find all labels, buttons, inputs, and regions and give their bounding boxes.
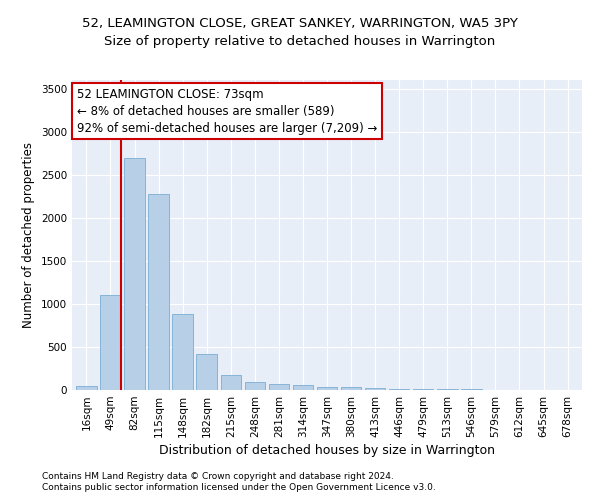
Y-axis label: Number of detached properties: Number of detached properties (22, 142, 35, 328)
Bar (76, 386, 97, 390)
Text: 52, LEAMINGTON CLOSE, GREAT SANKEY, WARRINGTON, WA5 3PY: 52, LEAMINGTON CLOSE, GREAT SANKEY, WARR… (82, 18, 518, 30)
Bar (365, 388, 385, 390)
Bar (389, 388, 409, 390)
Text: 52 LEAMINGTON CLOSE: 73sqm
← 8% of detached houses are smaller (589)
92% of semi: 52 LEAMINGTON CLOSE: 73sqm ← 8% of detac… (77, 88, 377, 134)
Bar (124, 158, 145, 390)
Bar (148, 194, 169, 390)
Bar (196, 354, 217, 390)
X-axis label: Distribution of detached houses by size in Warrington: Distribution of detached houses by size … (159, 444, 495, 457)
Text: Contains public sector information licensed under the Open Government Licence v3: Contains public sector information licen… (42, 484, 436, 492)
Bar (221, 376, 241, 390)
Bar (100, 296, 121, 390)
Bar (269, 384, 289, 390)
Text: Contains HM Land Registry data © Crown copyright and database right 2024.: Contains HM Land Registry data © Crown c… (42, 472, 394, 481)
Text: Size of property relative to detached houses in Warrington: Size of property relative to detached ho… (104, 35, 496, 48)
Bar (341, 388, 361, 390)
Bar (317, 387, 337, 390)
Bar (172, 314, 193, 390)
Bar (293, 386, 313, 390)
Bar (413, 389, 433, 390)
Bar (245, 382, 265, 390)
